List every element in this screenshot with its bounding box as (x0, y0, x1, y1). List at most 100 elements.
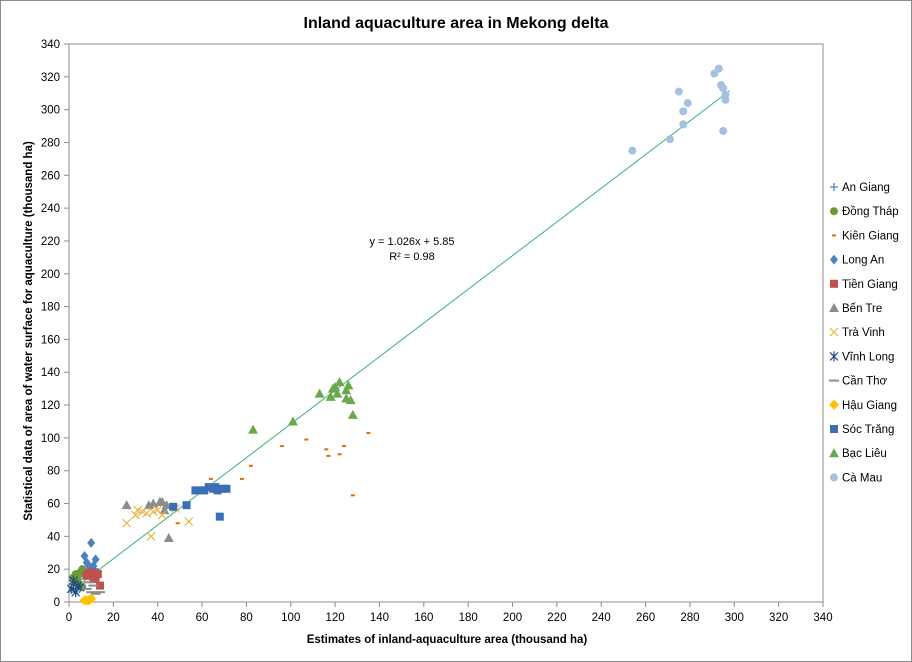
legend-label: Bạc Liêu (842, 448, 887, 460)
x-tick-label: 180 (459, 612, 478, 624)
legend-marker (830, 254, 838, 265)
data-point (683, 99, 692, 108)
legend-item: Long An (830, 254, 884, 267)
data-point (88, 584, 99, 587)
data-points (66, 64, 730, 606)
plot-area (68, 43, 824, 603)
legend-label: Tiền Giang (842, 279, 898, 291)
x-tick-label: 80 (240, 612, 253, 624)
data-point (679, 107, 688, 116)
data-point (208, 477, 213, 480)
series-vĩnh-long (66, 575, 85, 598)
data-point (332, 388, 343, 398)
y-tick-label: 100 (41, 433, 60, 445)
data-point (93, 570, 102, 579)
data-point (86, 591, 97, 594)
legend-marker (829, 379, 839, 382)
data-point (341, 445, 346, 448)
legend-marker (830, 207, 838, 216)
legend-label: Kiên Giang (842, 230, 899, 242)
data-point (131, 510, 140, 520)
data-point (89, 575, 98, 584)
legend-marker (830, 183, 838, 191)
y-tick-label: 120 (41, 400, 60, 412)
data-point (122, 518, 132, 528)
legend-marker (832, 234, 836, 237)
data-point (195, 486, 204, 495)
series-bạc-liêu (248, 377, 358, 434)
data-point (326, 454, 331, 457)
data-point (343, 380, 354, 390)
data-point (330, 382, 341, 392)
chart-title: Inland aquaculture area in Mekong delta (304, 15, 609, 32)
legend-label: Cà Mau (842, 472, 882, 484)
data-point (665, 135, 674, 144)
data-point (81, 587, 92, 590)
trendline (68, 90, 731, 593)
data-point (334, 377, 345, 387)
legend-label: Vĩnh Long (842, 351, 894, 363)
y-tick-label: 80 (47, 466, 60, 478)
data-point (146, 531, 156, 541)
data-point (200, 486, 209, 495)
series-hậu-giang (79, 593, 97, 606)
data-point (175, 522, 180, 525)
data-point (721, 90, 730, 99)
legend-marker (829, 399, 839, 410)
data-point (86, 593, 97, 604)
series-sóc-trăng (169, 483, 231, 521)
x-tick-label: 300 (725, 612, 744, 624)
data-point (96, 581, 105, 590)
y-tick-label: 180 (41, 302, 60, 314)
legend-item: Bạc Liêu (829, 448, 887, 460)
x-tick-label: 60 (196, 612, 209, 624)
legend-item: Trà Vinh (829, 327, 885, 339)
data-point (121, 500, 132, 510)
x-tick-label: 220 (547, 612, 566, 624)
y-tick-label: 240 (41, 203, 60, 215)
x-tick-label: 140 (370, 612, 389, 624)
data-point (157, 496, 168, 506)
legend-label: Bến Tre (842, 303, 882, 315)
legend-item: Vĩnh Long (829, 351, 894, 363)
data-point (714, 64, 723, 73)
data-point (350, 494, 355, 497)
series-cà-mau (628, 64, 730, 155)
series-kiên-giang (175, 431, 371, 525)
legend-label: An Giang (842, 182, 890, 194)
data-point (159, 505, 170, 515)
x-tick-label: 280 (680, 612, 699, 624)
data-point (95, 591, 106, 594)
data-point (163, 532, 174, 542)
data-point (314, 388, 325, 398)
data-point (82, 557, 91, 568)
y-tick-label: 160 (41, 334, 60, 346)
data-point (142, 508, 152, 518)
series-trà-vinh (122, 504, 194, 541)
legend-marker (830, 473, 838, 482)
data-point (204, 483, 213, 492)
legend-label: Long An (842, 255, 884, 267)
x-tick-label: 240 (592, 612, 611, 624)
data-point (719, 126, 728, 135)
y-tick-label: 20 (47, 564, 60, 576)
x-tick-label: 40 (151, 612, 164, 624)
legend-item: Kiên Giang (832, 230, 899, 242)
x-tick-label: 0 (66, 612, 72, 624)
legend-marker (829, 351, 839, 362)
series-cần-thơ (81, 581, 106, 595)
x-tick-label: 100 (281, 612, 300, 624)
y-tick-label: 0 (54, 597, 60, 609)
legend-marker (830, 425, 838, 433)
data-point (337, 453, 342, 456)
data-point (239, 477, 244, 480)
y-tick-label: 40 (47, 531, 60, 543)
x-axis-ticks: 0 20 40 60 80 100 120 140 160 180 200 220 240 260 280 3… (66, 602, 833, 624)
y-tick-label: 220 (41, 236, 60, 248)
data-point (347, 409, 358, 419)
trendline-r-squared: R² = 0.98 (389, 251, 435, 263)
legend-item: An Giang (830, 182, 890, 194)
y-tick-label: 140 (41, 367, 60, 379)
legend-marker (829, 448, 839, 458)
legend-label: Đồng Tháp (842, 206, 899, 218)
